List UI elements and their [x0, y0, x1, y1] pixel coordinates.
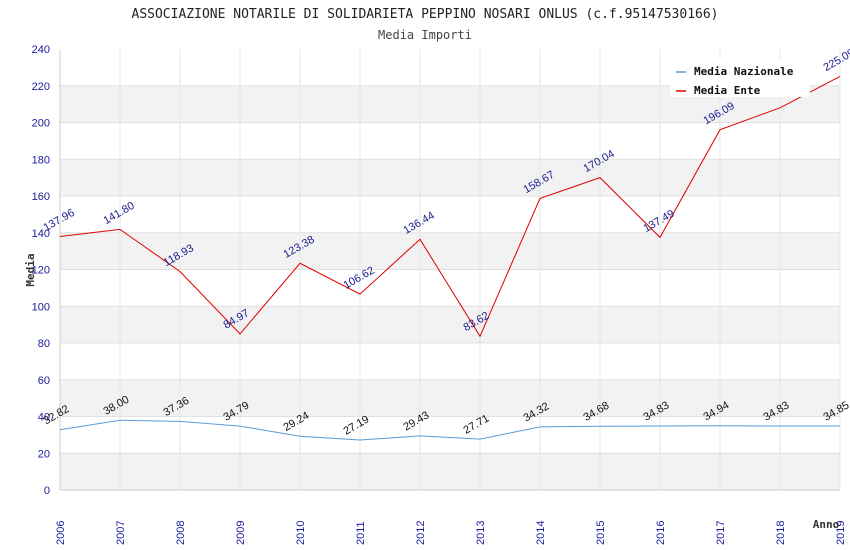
series-lines — [59, 75, 841, 441]
grid-band — [60, 343, 840, 380]
x-tick-label: 2015 — [595, 521, 607, 545]
y-tick-label: 200 — [32, 118, 50, 130]
y-tick-label: 40 — [38, 412, 50, 424]
y-tick-label: 180 — [32, 154, 50, 166]
legend-box — [670, 59, 810, 97]
grid-band — [60, 306, 840, 343]
y-tick-label: 100 — [32, 301, 50, 313]
x-ticks: 2006 2007 2008 2009 2010 2011 2012 2013 2014 2015… — [55, 521, 847, 545]
x-tick-label: 2011 — [355, 521, 367, 545]
grid-band — [60, 122, 840, 160]
x-tick-label: 2007 — [115, 521, 127, 545]
x-tick-label: 2010 — [295, 521, 307, 545]
y-tick-label: 0 — [44, 485, 50, 497]
y-axis-label: Media — [24, 253, 37, 286]
x-tick-label: 2008 — [175, 521, 187, 545]
legend: Media Nazionale Media Ente — [670, 59, 810, 97]
y-tick-label: 160 — [32, 191, 50, 203]
x-tick-label: 2017 — [715, 521, 727, 545]
x-tick-label: 2009 — [235, 521, 247, 545]
y-tick-label: 240 — [32, 44, 50, 56]
legend-label-media-ente: Media Ente — [694, 84, 761, 97]
x-tick-label: 2014 — [535, 521, 547, 545]
y-tick-label: 220 — [32, 81, 50, 93]
series-line-1 — [59, 75, 841, 338]
y-tick-label: 80 — [38, 338, 50, 350]
axes — [59, 49, 840, 491]
y-tick-label: 60 — [38, 375, 50, 387]
y-tick-label: 120 — [32, 265, 50, 277]
x-tick-label: 2012 — [415, 521, 427, 545]
x-axis-label: Anno — [813, 518, 840, 531]
grid-band — [60, 416, 840, 454]
grid-band — [60, 453, 840, 490]
chart-subtitle: Media Importi — [378, 28, 472, 42]
x-tick-label: 2019 — [835, 521, 847, 545]
x-tick-label: 2016 — [655, 521, 667, 545]
chart-title: ASSOCIAZIONE NOTARILE DI SOLIDARIETA PEP… — [132, 7, 719, 22]
grid-band — [60, 379, 840, 417]
x-tick-label: 2018 — [775, 521, 787, 545]
series-line-0 — [59, 419, 840, 441]
y-ticks: 0 20 40 60 80 100 120 140 160 180 200 220 240 — [32, 44, 50, 497]
y-tick-label: 20 — [38, 448, 50, 460]
grid-band — [60, 232, 840, 270]
x-tick-label: 2013 — [475, 521, 487, 545]
grid-band — [60, 159, 840, 196]
grid-band — [60, 196, 840, 233]
legend-label-media-nazionale: Media Nazionale — [694, 65, 794, 78]
y-tick-label: 140 — [32, 228, 50, 240]
x-tick-label: 2006 — [55, 521, 67, 545]
